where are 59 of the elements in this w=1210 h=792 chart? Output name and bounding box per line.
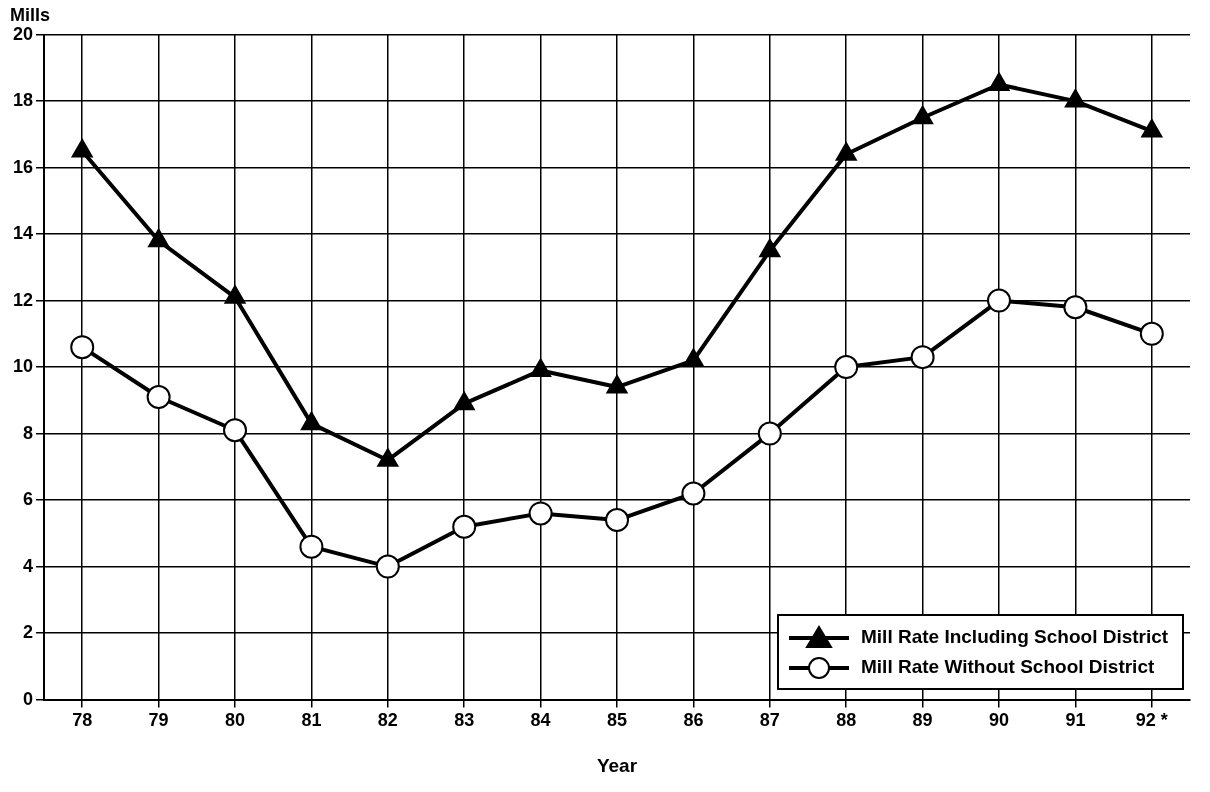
y-tick-label: 10 [12, 356, 34, 377]
x-tick-label: 91 [1065, 710, 1086, 731]
point [375, 554, 400, 579]
x-tick-label: 92 * [1135, 710, 1168, 731]
x-tick-label: 83 [454, 710, 475, 731]
point [912, 105, 934, 125]
x-tick-label: 84 [530, 710, 551, 731]
y-tick-label: 16 [12, 156, 34, 177]
x-axis-title: Year [596, 754, 638, 776]
point [681, 481, 706, 506]
x-tick-label: 88 [836, 710, 857, 731]
y-tick-label: 14 [12, 223, 34, 244]
point [1064, 89, 1086, 108]
y-tick-label: 18 [12, 90, 34, 111]
point [988, 72, 1010, 91]
point [605, 508, 630, 533]
point [148, 228, 170, 248]
point [299, 534, 324, 559]
point [1063, 295, 1088, 320]
x-tick-label: 87 [759, 710, 780, 731]
y-tick-label: 20 [12, 23, 34, 44]
legend-label: Mill Rate Including School District [861, 624, 1169, 649]
x-tick-label: 80 [225, 710, 246, 731]
point [910, 345, 935, 370]
y-tick-label: 4 [23, 555, 34, 576]
x-tick-label: 90 [988, 710, 1010, 731]
point [223, 418, 248, 443]
point [71, 138, 93, 158]
point [528, 501, 553, 526]
x-tick-label: 78 [72, 710, 93, 731]
y-tick-label: 2 [23, 622, 34, 643]
point [146, 385, 171, 410]
x-tick-label: 85 [607, 710, 628, 731]
legend-label: Mill Rate Without School District [861, 654, 1155, 679]
x-tick-label: 79 [148, 710, 169, 731]
point [453, 391, 475, 411]
point [834, 355, 859, 380]
y-tick-label: 8 [23, 422, 34, 443]
x-tick-label: 82 [377, 710, 398, 731]
x-tick-label: 89 [912, 710, 933, 731]
x-tick-label: 81 [301, 710, 322, 731]
point [759, 238, 781, 258]
y-axis-title: Mills [10, 4, 51, 25]
point [452, 514, 477, 539]
point [530, 358, 552, 377]
point [1141, 119, 1163, 138]
point [224, 285, 246, 304]
point [70, 335, 95, 360]
point [1139, 321, 1164, 346]
point [300, 411, 322, 431]
point [606, 375, 628, 394]
point [835, 142, 857, 161]
point [987, 288, 1011, 313]
y-tick-label: 12 [12, 289, 34, 310]
point [682, 348, 704, 367]
y-tick-label: 6 [23, 489, 34, 510]
x-tick-label: 86 [683, 710, 704, 731]
y-tick-label: 0 [23, 688, 34, 709]
point [757, 421, 782, 446]
